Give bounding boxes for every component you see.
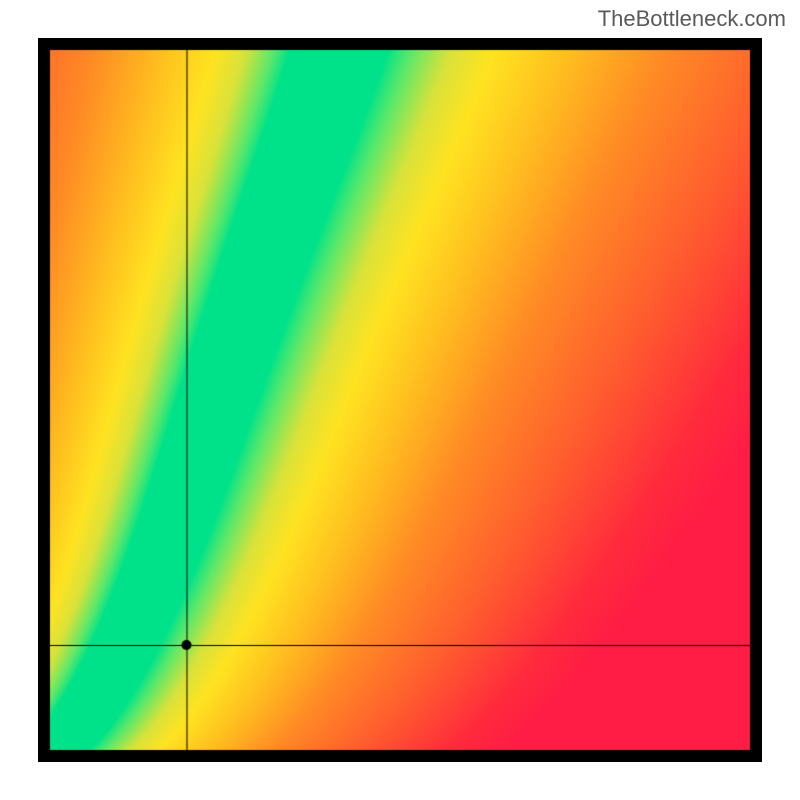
heatmap-canvas [38, 38, 762, 762]
bottleneck-heatmap [38, 38, 762, 762]
watermark-text: TheBottleneck.com [598, 6, 786, 32]
